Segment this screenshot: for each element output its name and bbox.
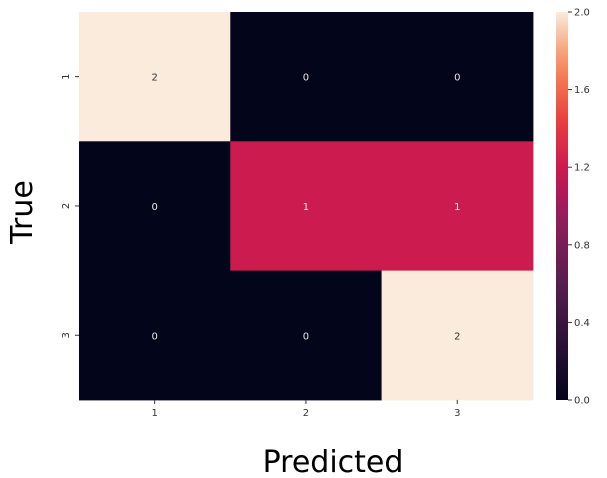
colorbar-tick-label: 0.4 — [574, 318, 590, 329]
cell-value-r3-c3: 2 — [454, 331, 460, 342]
x-tick-label: 1 — [151, 408, 157, 419]
y-axis-ticks: 1 2 3 — [61, 73, 79, 338]
y-tick-label: 2 — [61, 203, 72, 209]
colorbar-ticks: 0.0 0.4 0.8 1.2 1.6 2.0 — [568, 8, 590, 407]
cell-value-r2-c2: 1 — [303, 202, 309, 213]
cell-value-r2-c3: 1 — [454, 202, 460, 213]
colorbar-tick-label: 0.0 — [574, 396, 590, 407]
x-axis-label: Predicted — [263, 445, 404, 478]
heatmap-cell-labels: 2 0 0 0 1 1 0 0 2 — [151, 73, 460, 343]
heatmap-cells — [79, 12, 534, 401]
cell-value-r1-c1: 2 — [151, 73, 157, 84]
heatmap-cell-r3-c2 — [230, 270, 383, 401]
x-tick-label: 2 — [303, 408, 309, 419]
y-axis-label: True — [5, 180, 40, 245]
heatmap-cell-r3-c1 — [79, 270, 231, 401]
heatmap-cell-r3-c3 — [381, 270, 534, 401]
y-tick-label: 1 — [61, 73, 72, 79]
colorbar-tick-label: 2.0 — [574, 8, 590, 19]
cell-value-r3-c2: 0 — [303, 331, 309, 342]
colorbar-tick-label: 0.8 — [574, 240, 590, 251]
heatmap-cell-r2-c1 — [79, 141, 231, 272]
heatmap-cell-r2-c2 — [230, 141, 383, 272]
x-axis-ticks: 1 2 3 — [151, 399, 460, 419]
cell-value-r1-c3: 0 — [454, 73, 460, 84]
heatmap-cell-r1-c2 — [230, 12, 383, 142]
x-tick-label: 3 — [454, 408, 460, 419]
colorbar-tick-label: 1.2 — [574, 163, 590, 174]
cell-value-r1-c2: 0 — [303, 73, 309, 84]
heatmap-cell-r1-c1 — [79, 12, 231, 142]
heatmap-cell-r2-c3 — [381, 141, 534, 272]
colorbar-tick-label: 1.6 — [574, 85, 590, 96]
cell-value-r2-c1: 0 — [151, 202, 157, 213]
cell-value-r3-c1: 0 — [151, 331, 157, 342]
colorbar — [556, 12, 568, 400]
heatmap-cell-r1-c3 — [381, 12, 534, 142]
y-tick-label: 3 — [61, 332, 72, 338]
